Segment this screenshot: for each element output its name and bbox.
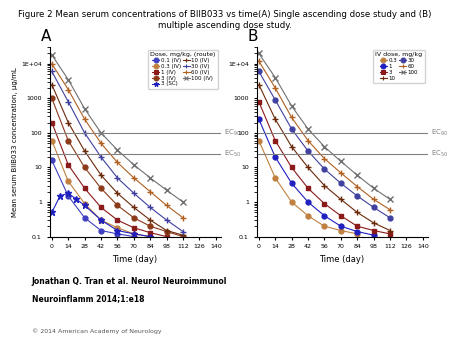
Text: B: B: [248, 28, 258, 44]
X-axis label: Time (day): Time (day): [320, 255, 365, 264]
Text: Jonathan Q. Tran et al. Neurol Neuroimmunol: Jonathan Q. Tran et al. Neurol Neuroimmu…: [32, 277, 227, 286]
Text: EC$_{50}$: EC$_{50}$: [431, 149, 448, 159]
Text: EC$_{90}$: EC$_{90}$: [431, 128, 448, 138]
Text: © 2014 American Academy of Neurology: © 2014 American Academy of Neurology: [32, 328, 161, 334]
Text: EC$_{50}$: EC$_{50}$: [224, 149, 241, 159]
Text: A: A: [41, 28, 51, 44]
Text: Figure 2 Mean serum concentrations of BIIB033 vs time(A) Single ascending dose s: Figure 2 Mean serum concentrations of BI…: [18, 10, 432, 29]
Legend: 0.1 (IV), 0.3 (IV), 1 (IV), 3 (IV), 3 (SC), 10 (IV), 30 (IV), 60 (IV), 100 (IV): 0.1 (IV), 0.3 (IV), 1 (IV), 3 (IV), 3 (S…: [148, 50, 218, 89]
Text: Neuroinflamm 2014;1:e18: Neuroinflamm 2014;1:e18: [32, 294, 144, 303]
Y-axis label: Mean serum BIIB033 concentration, μg/mL: Mean serum BIIB033 concentration, μg/mL: [12, 67, 18, 217]
Legend: 0.3, 1, 3, 10, 30, 60, 100: 0.3, 1, 3, 10, 30, 60, 100: [373, 50, 425, 83]
Text: EC$_{90}$: EC$_{90}$: [224, 128, 241, 138]
X-axis label: Time (day): Time (day): [112, 255, 158, 264]
